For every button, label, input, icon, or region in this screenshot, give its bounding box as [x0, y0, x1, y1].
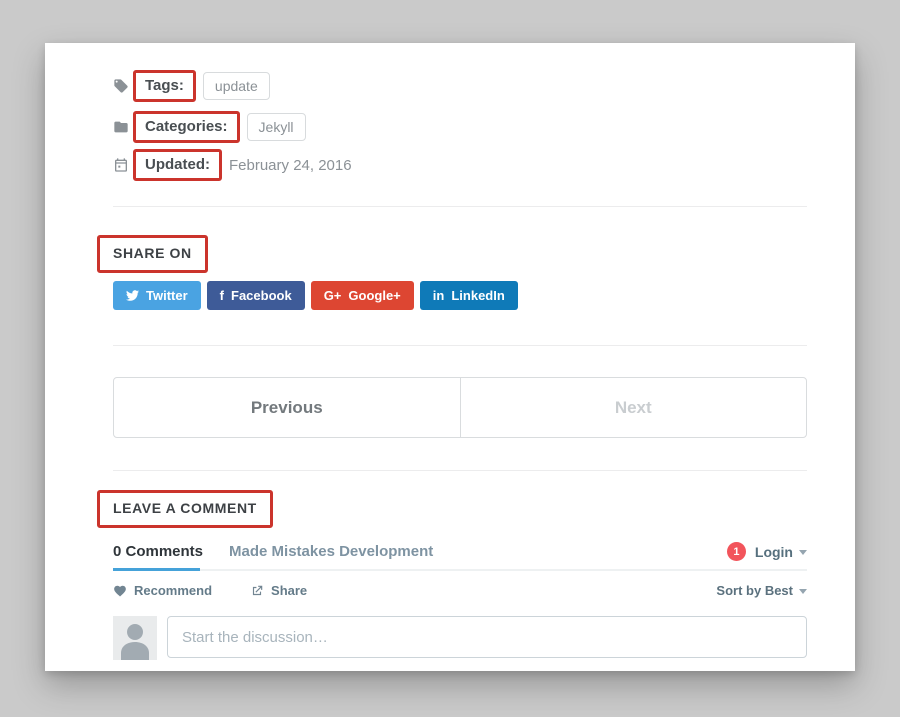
tag-chip-update[interactable]: update — [202, 72, 270, 100]
linkedin-icon: in — [432, 288, 445, 303]
categories-row: Categories: Jekyll — [113, 111, 807, 143]
share-twitter-button[interactable]: Twitter — [113, 281, 201, 310]
updated-label: Updated: — [145, 156, 210, 173]
post-pagination: Previous Next — [113, 377, 807, 438]
chevron-down-icon — [799, 550, 807, 556]
updated-date: February 24, 2016 — [229, 156, 352, 174]
comments-heading: LEAVE A COMMENT — [113, 500, 257, 516]
login-menu-button[interactable]: Login — [755, 544, 807, 560]
categories-label: Categories: — [145, 118, 228, 135]
share-facebook-label: Facebook — [231, 288, 292, 303]
comments-share-button[interactable]: Share — [250, 583, 307, 598]
share-heading-annotation: SHARE ON — [97, 235, 208, 273]
share-section: SHARE ON — [97, 235, 807, 273]
notification-badge[interactable]: 1 — [726, 542, 746, 561]
tags-label: Tags: — [145, 77, 184, 94]
share-buttons-row: Twitter f Facebook G+ Google+ in LinkedI… — [113, 281, 807, 310]
share-arrow-icon — [252, 585, 263, 595]
comments-section: LEAVE A COMMENT — [97, 490, 807, 528]
sort-by-dropdown[interactable]: Sort by Best — [716, 583, 807, 598]
categories-label-annotation: Categories: — [133, 111, 240, 143]
comments-header-bar: 0 Comments Made Mistakes Development 1 L… — [113, 542, 807, 571]
sort-by-label: Sort by Best — [716, 583, 793, 598]
tag-icon — [113, 78, 129, 94]
folder-icon — [113, 119, 129, 135]
googleplus-icon: G+ — [323, 288, 342, 303]
share-heading: SHARE ON — [113, 245, 192, 261]
share-linkedin-button[interactable]: in LinkedIn — [419, 281, 518, 310]
share-twitter-label: Twitter — [146, 288, 188, 303]
calendar-icon — [113, 157, 129, 173]
category-chip-jekyll[interactable]: Jekyll — [246, 113, 306, 141]
comment-count-tab[interactable]: 0 Comments — [113, 543, 204, 560]
facebook-f-icon: f — [219, 288, 224, 303]
comments-actions-bar: Recommend Share Sort by Best — [113, 583, 807, 598]
tags-row: Tags: update — [113, 70, 807, 102]
chevron-down-icon — [799, 589, 807, 595]
share-googleplus-button[interactable]: G+ Google+ — [310, 281, 414, 310]
share-googleplus-label: Google+ — [348, 288, 401, 303]
post-footer-content: Tags: update Categories: Jekyll Updated:… — [45, 43, 855, 660]
post-footer-card: Tags: update Categories: Jekyll Updated:… — [45, 43, 855, 671]
login-label: Login — [754, 543, 793, 560]
next-post-button[interactable]: Next — [614, 397, 652, 417]
updated-row: Updated: February 24, 2016 — [113, 149, 807, 181]
share-facebook-button[interactable]: f Facebook — [206, 281, 305, 310]
twitter-bird-icon — [126, 289, 139, 302]
divider — [113, 470, 807, 471]
recommend-button[interactable]: Recommend — [113, 583, 212, 598]
comments-heading-annotation: LEAVE A COMMENT — [97, 490, 273, 528]
heart-icon — [114, 585, 126, 596]
share-linkedin-label: LinkedIn — [451, 288, 505, 303]
comment-input[interactable] — [167, 616, 807, 658]
divider — [113, 206, 807, 207]
active-tab-indicator — [113, 568, 200, 571]
avatar — [113, 616, 157, 660]
comments-share-label: Share — [271, 583, 308, 598]
updated-label-annotation: Updated: — [133, 149, 222, 181]
tags-label-annotation: Tags: — [133, 70, 196, 102]
recommend-label: Recommend — [134, 583, 213, 598]
divider — [113, 345, 807, 346]
comment-composer — [113, 616, 807, 660]
community-name-tab[interactable]: Made Mistakes Development — [229, 543, 434, 560]
previous-post-button[interactable]: Previous — [114, 378, 461, 437]
